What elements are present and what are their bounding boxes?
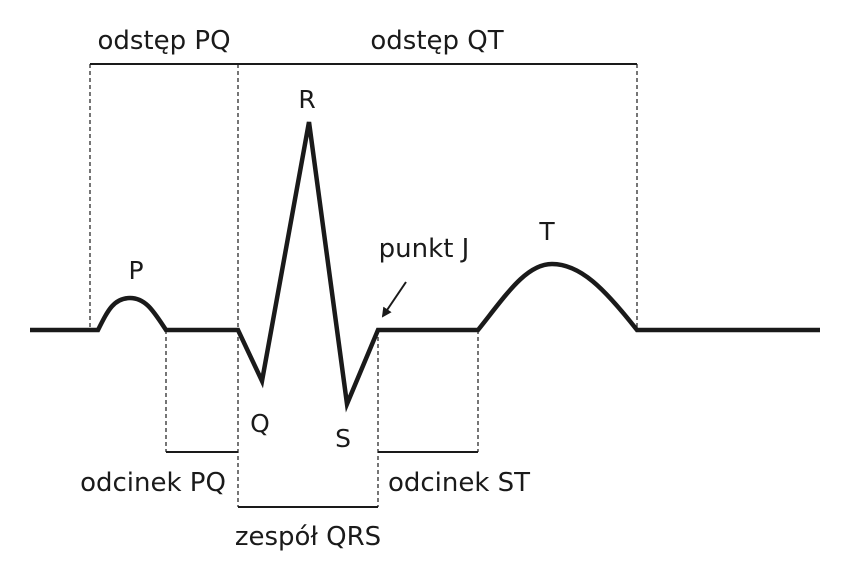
st-segment-label: odcinek ST (388, 468, 530, 498)
pq-segment-label: odcinek PQ (80, 468, 226, 498)
t-wave-label: T (538, 217, 555, 246)
qt-interval-label: odstęp QT (370, 26, 503, 56)
j-point-arrow (381, 281, 407, 318)
ecg-trace (30, 121, 820, 413)
s-wave-label: S (335, 424, 351, 453)
q-wave-label: Q (250, 409, 270, 438)
qrs-complex-label: zespół QRS (235, 522, 381, 552)
j-point-label: punkt J (379, 234, 470, 264)
pq-interval-label: odstęp PQ (97, 26, 230, 56)
r-wave-label: R (298, 85, 315, 114)
p-wave-label: P (128, 256, 143, 285)
